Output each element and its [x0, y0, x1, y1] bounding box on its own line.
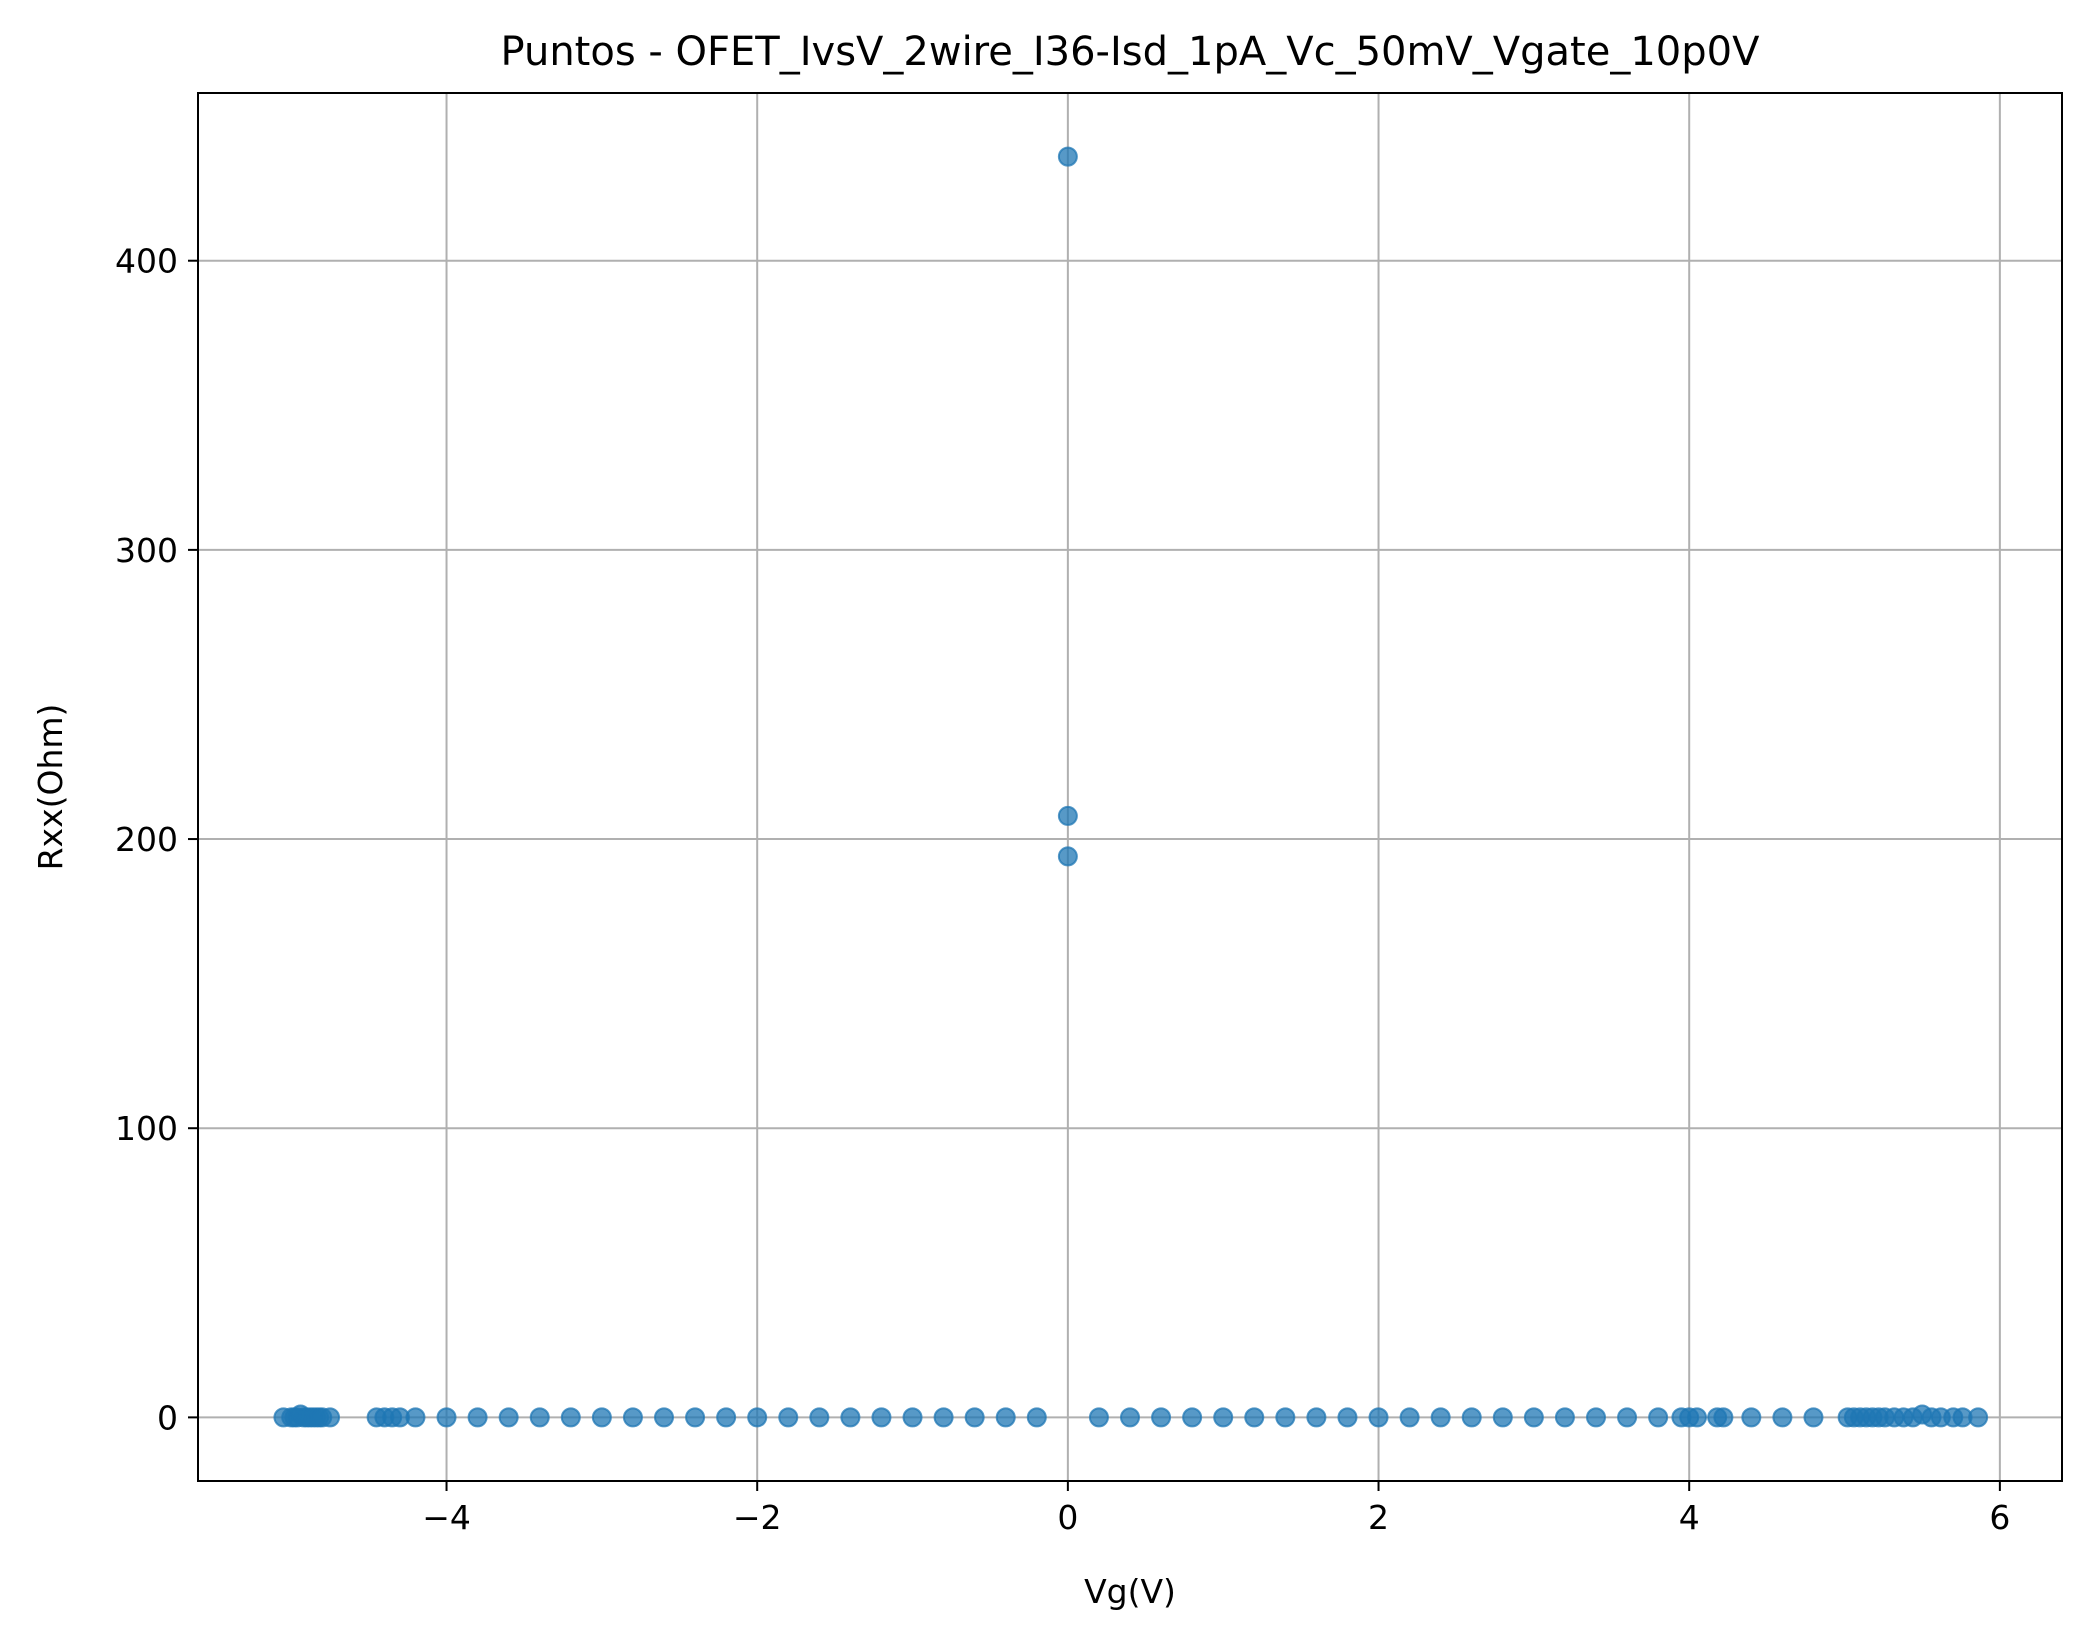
x-tick-label: 0 — [1057, 1498, 1078, 1537]
data-point — [467, 1407, 488, 1428]
data-point — [1648, 1407, 1669, 1428]
data-point — [622, 1407, 643, 1428]
data-point — [436, 1407, 457, 1428]
data-point — [964, 1407, 985, 1428]
data-point — [1213, 1407, 1234, 1428]
data-point — [809, 1407, 830, 1428]
x-axis-ticks: −4 −2 0 2 4 6 — [422, 1481, 2010, 1537]
y-tick-label: 400 — [115, 242, 178, 281]
data-point — [1713, 1407, 1734, 1428]
data-point — [1803, 1407, 1824, 1428]
y-tick-label: 0 — [157, 1398, 178, 1437]
data-point — [1741, 1407, 1762, 1428]
chart-title: Puntos - OFET_IvsV_2wire_I36-Isd_1pA_Vc_… — [501, 29, 1761, 75]
data-point — [529, 1407, 550, 1428]
data-point — [1968, 1407, 1989, 1428]
data-point — [1586, 1407, 1606, 1428]
y-tick-label: 100 — [115, 1109, 178, 1148]
data-point — [560, 1407, 581, 1428]
y-axis-label: Rxx(Ohm) — [31, 704, 70, 871]
data-point — [1617, 1407, 1638, 1428]
data-point — [1120, 1407, 1140, 1428]
data-point — [840, 1407, 861, 1428]
data-point — [1492, 1407, 1513, 1428]
data-point — [716, 1407, 737, 1428]
data-point — [685, 1407, 706, 1428]
data-point — [871, 1407, 892, 1428]
data-point — [778, 1407, 799, 1428]
data-point — [1057, 846, 1078, 867]
data-point — [1057, 146, 1078, 167]
data-point — [995, 1407, 1016, 1428]
data-points — [273, 146, 1989, 1428]
data-point — [1523, 1407, 1544, 1428]
x-tick-label: −4 — [422, 1498, 471, 1537]
data-point — [1026, 1407, 1047, 1428]
data-point — [1088, 1407, 1109, 1428]
y-tick-label: 300 — [115, 531, 178, 570]
x-tick-label: 4 — [1679, 1498, 1700, 1537]
x-tick-label: 6 — [1989, 1498, 2010, 1537]
data-point — [498, 1407, 519, 1428]
data-point — [1554, 1407, 1575, 1428]
y-axis-ticks: 0 100 200 300 400 — [115, 242, 198, 1437]
x-tick-label: −2 — [733, 1498, 782, 1537]
data-point — [1151, 1407, 1172, 1428]
data-point — [1399, 1407, 1420, 1428]
data-point — [320, 1407, 341, 1428]
data-point — [1306, 1407, 1327, 1428]
data-point — [1772, 1407, 1793, 1428]
data-point — [1686, 1407, 1707, 1428]
x-tick-label: 2 — [1368, 1498, 1389, 1537]
x-axis-label: Vg(V) — [1084, 1572, 1176, 1611]
plot-area-frame — [197, 92, 2063, 1482]
data-point — [1182, 1407, 1203, 1428]
data-point — [1461, 1407, 1482, 1428]
data-point — [1057, 805, 1078, 826]
data-point — [591, 1407, 612, 1428]
data-point — [902, 1407, 923, 1428]
data-point — [1368, 1407, 1389, 1428]
data-point — [1275, 1407, 1296, 1428]
y-tick-label: 200 — [115, 820, 178, 859]
data-point — [1430, 1407, 1451, 1428]
data-point — [933, 1407, 954, 1428]
data-point — [654, 1407, 674, 1428]
data-point — [405, 1407, 426, 1428]
data-point — [1337, 1407, 1358, 1428]
data-point — [747, 1407, 768, 1428]
data-point — [1244, 1407, 1265, 1428]
